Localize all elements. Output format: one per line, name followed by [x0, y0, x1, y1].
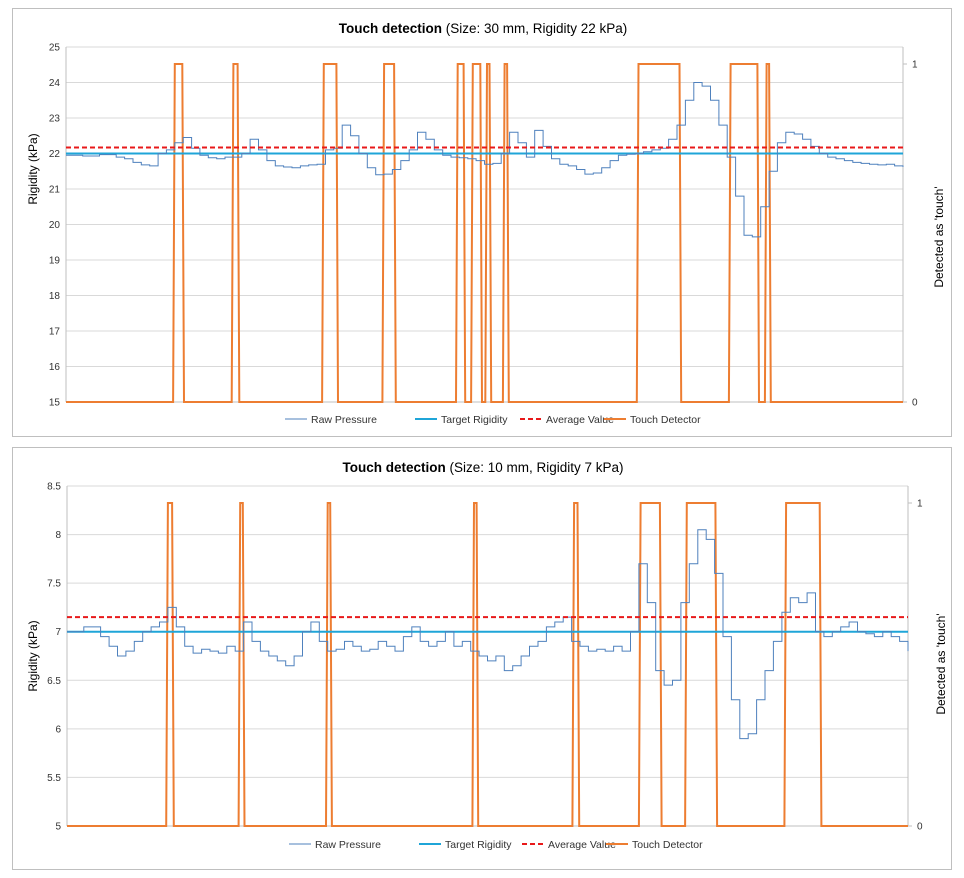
y-tick-label: 6 [55, 724, 61, 735]
y2-axis-label: Detected as 'touch' [932, 186, 946, 287]
y-tick-label: 15 [49, 398, 61, 409]
y-tick-label: 22 [49, 149, 61, 160]
y2-tick-label: 1 [912, 60, 918, 71]
series-touch-detector [67, 502, 908, 827]
legend-label: Touch Detector [630, 414, 701, 426]
y-tick-label: 6.5 [47, 676, 61, 687]
series-raw-pressure [66, 82, 904, 238]
legend-label: Target Rigidity [445, 839, 512, 851]
y2-tick-label: 0 [912, 398, 918, 409]
chart-panel-top: Touch detection (Size: 30 mm, Rigidity 2… [12, 8, 952, 437]
chart-panel-bottom: Touch detection (Size: 10 mm, Rigidity 7… [12, 447, 952, 870]
series-touch-detector [66, 63, 903, 403]
series-raw-pressure [67, 529, 909, 740]
legend-label: Target Rigidity [441, 414, 508, 426]
y-tick-label: 17 [49, 327, 61, 338]
legend-label: Raw Pressure [315, 839, 381, 851]
y-tick-label: 5 [55, 822, 61, 833]
y-tick-label: 7 [55, 627, 61, 638]
legend-label: Average Value [548, 839, 616, 851]
y-axis-label: Rigidity (kPa) [26, 620, 40, 691]
y2-axis-label: Detected as 'touch' [934, 613, 948, 714]
y-tick-label: 16 [49, 362, 61, 373]
y-tick-label: 8.5 [47, 482, 61, 493]
legend-label: Touch Detector [632, 839, 703, 851]
y-tick-label: 5.5 [47, 773, 61, 784]
y-tick-label: 21 [49, 185, 61, 196]
y-tick-label: 19 [49, 256, 61, 267]
y-tick-label: 24 [49, 78, 61, 89]
y-axis-label: Rigidity (kPa) [26, 133, 40, 204]
y-tick-label: 25 [49, 43, 61, 54]
y-tick-label: 18 [49, 291, 61, 302]
y2-tick-label: 0 [917, 822, 923, 833]
chart-top: Touch detection (Size: 30 mm, Rigidity 2… [26, 21, 946, 426]
y-tick-label: 7.5 [47, 579, 61, 590]
chart-bottom: Touch detection (Size: 10 mm, Rigidity 7… [26, 460, 948, 851]
y-tick-label: 20 [49, 220, 61, 231]
y2-tick-label: 1 [917, 499, 923, 510]
chart-title: Touch detection (Size: 30 mm, Rigidity 2… [339, 21, 628, 36]
chart-title: Touch detection (Size: 10 mm, Rigidity 7… [342, 460, 623, 475]
legend-label: Average Value [546, 414, 614, 426]
y-tick-label: 23 [49, 114, 61, 125]
y-tick-label: 8 [55, 530, 61, 541]
legend-label: Raw Pressure [311, 414, 377, 426]
